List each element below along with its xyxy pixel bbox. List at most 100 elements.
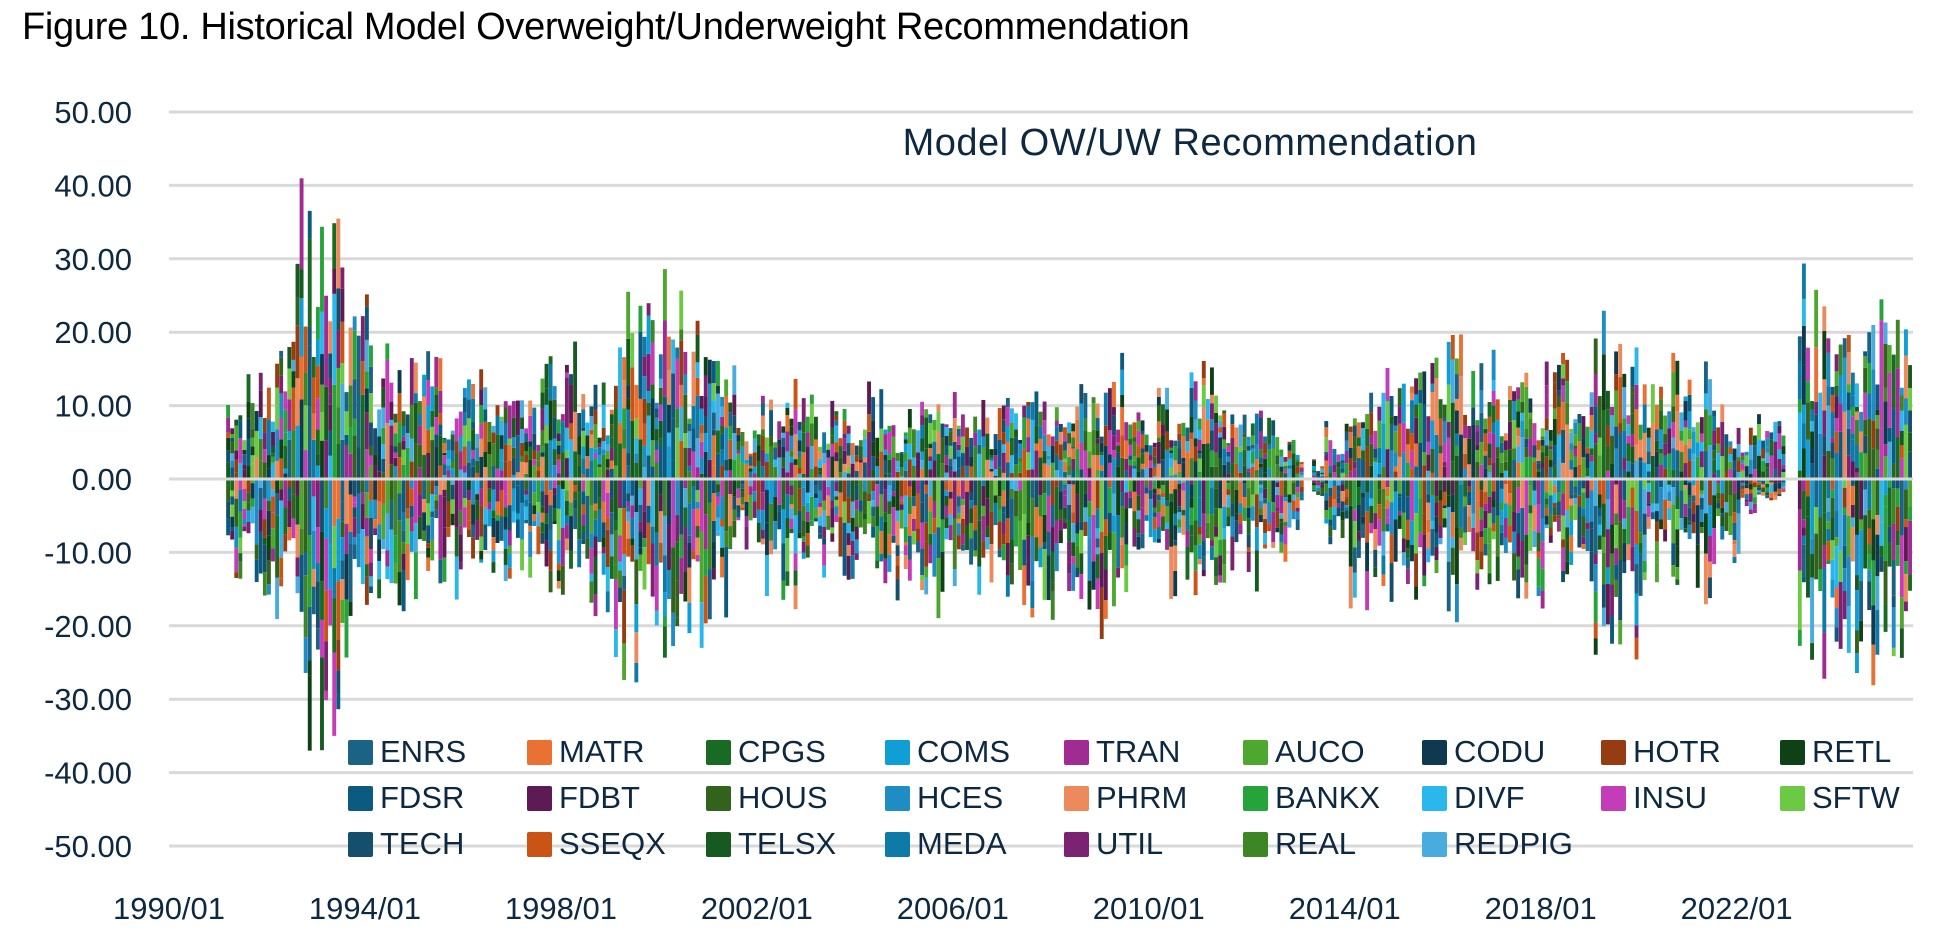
bar-segment-fdsr bbox=[520, 479, 524, 503]
bar-segment-auco bbox=[1846, 384, 1851, 393]
bar-segment-tran bbox=[1263, 453, 1267, 459]
bar-segment-cpgs bbox=[1356, 437, 1361, 446]
bar-segment-enrs bbox=[903, 470, 908, 479]
bar-segment-tech bbox=[1557, 390, 1561, 396]
bar-segment-tran bbox=[854, 500, 859, 510]
bar-segment-retl bbox=[1552, 418, 1557, 446]
month-bar bbox=[658, 354, 663, 563]
month-bar bbox=[1426, 416, 1431, 563]
x-tick-label: 2022/01 bbox=[1681, 891, 1793, 926]
bar-segment-real bbox=[826, 515, 831, 530]
bar-segment-util bbox=[1561, 378, 1565, 386]
bar-segment-meda bbox=[1267, 443, 1272, 450]
bar-segment-bankx bbox=[369, 345, 373, 367]
bar-segment-fdbt bbox=[969, 479, 974, 493]
bar-segment-real bbox=[662, 479, 667, 516]
bar-segment-coms bbox=[1904, 329, 1908, 356]
bar-segment-hous bbox=[1442, 404, 1447, 418]
bar-segment-hous bbox=[389, 464, 394, 479]
bar-segment-divf bbox=[1009, 455, 1014, 474]
bar-segment-divf bbox=[377, 560, 382, 580]
bar-segment-cpgs bbox=[838, 445, 843, 458]
legend-label: PHRM bbox=[1096, 780, 1188, 815]
month-bar bbox=[1634, 347, 1639, 660]
bar-segment-divf bbox=[442, 475, 447, 479]
bar-segment-matr bbox=[1034, 443, 1039, 451]
bar-segment-cpgs bbox=[1161, 404, 1165, 425]
month-bar bbox=[760, 395, 765, 545]
bar-segment-divf bbox=[589, 573, 594, 582]
bar-segment-codu bbox=[250, 483, 255, 499]
bar-segment-real bbox=[434, 387, 439, 395]
bar-segment-real bbox=[299, 528, 304, 555]
bar-segment-auco bbox=[1908, 479, 1912, 507]
bar-segment-enrs bbox=[401, 530, 406, 543]
bar-segment-hous bbox=[413, 443, 418, 479]
bar-segment-enrs bbox=[1246, 471, 1251, 479]
bar-segment-hces bbox=[1430, 383, 1435, 392]
bar-segment-codu bbox=[299, 399, 304, 479]
bar-segment-tech bbox=[352, 479, 357, 497]
bar-segment-sseqx bbox=[1450, 334, 1455, 360]
bar-segment-tran bbox=[311, 479, 316, 497]
bar-segment-tech bbox=[1161, 459, 1165, 479]
bar-segment-hous bbox=[1067, 433, 1072, 444]
bar-segment-real bbox=[760, 429, 765, 436]
bar-segment-meda bbox=[965, 465, 969, 479]
bar-segment-matr bbox=[1332, 499, 1337, 507]
bar-segment-cpgs bbox=[1626, 443, 1631, 462]
bar-segment-bankx bbox=[1001, 544, 1006, 561]
bar-segment-telsx bbox=[920, 438, 925, 452]
bar-segment-tech bbox=[703, 416, 708, 433]
bar-segment-retl bbox=[450, 513, 455, 526]
bar-segment-auco bbox=[773, 442, 778, 448]
bar-segment-redpig bbox=[1238, 424, 1243, 447]
bar-segment-bankx bbox=[1871, 560, 1876, 606]
bar-segment-auco bbox=[969, 523, 974, 539]
bar-segment-hces bbox=[720, 496, 724, 520]
bar-segment-sseqx bbox=[1136, 445, 1141, 458]
bar-segment-fdbt bbox=[1414, 417, 1419, 444]
bar-segment-cpgs bbox=[1638, 542, 1643, 554]
bar-segment-util bbox=[618, 479, 622, 509]
bar-segment-real bbox=[1875, 449, 1880, 469]
month-bar bbox=[887, 425, 892, 572]
bar-segment-real bbox=[858, 511, 863, 528]
month-bar bbox=[781, 426, 786, 600]
bar-segment-hotr bbox=[1422, 465, 1427, 479]
bar-segment-matr bbox=[1356, 445, 1361, 458]
bar-segment-bankx bbox=[1642, 560, 1647, 573]
bar-segment-retl bbox=[275, 479, 280, 494]
bar-segment-sftw bbox=[1904, 424, 1908, 479]
bar-segment-util bbox=[1618, 479, 1623, 522]
bar-segment-hous bbox=[1434, 496, 1439, 503]
bar-segment-divf bbox=[1009, 479, 1014, 489]
bar-segment-phrm bbox=[1859, 431, 1863, 453]
bar-segment-sseqx bbox=[467, 500, 471, 511]
bar-segment-sseqx bbox=[1544, 508, 1549, 516]
bar-segment-hous bbox=[262, 462, 267, 479]
bar-segment-cpgs bbox=[573, 479, 578, 485]
month-bar bbox=[1463, 414, 1467, 545]
bar-segment-cpgs bbox=[1801, 490, 1806, 520]
bar-segment-hous bbox=[1724, 458, 1729, 472]
bar-segment-bankx bbox=[381, 427, 386, 445]
bar-segment-sftw bbox=[242, 500, 247, 509]
bar-segment-hces bbox=[1230, 516, 1235, 537]
bar-segment-hous bbox=[1875, 428, 1880, 450]
bar-segment-tech bbox=[1373, 448, 1378, 458]
bar-segment-fdsr bbox=[948, 442, 953, 446]
bar-segment-matr bbox=[1038, 438, 1043, 458]
bar-segment-real bbox=[724, 531, 729, 547]
bar-segment-insu bbox=[1128, 444, 1133, 456]
bar-segment-auco bbox=[1087, 451, 1092, 469]
bar-segment-fdsr bbox=[1361, 459, 1365, 479]
y-tick-label: -10.00 bbox=[44, 535, 132, 570]
bar-segment-fdbt bbox=[1548, 535, 1553, 543]
bar-segment-redpig bbox=[1165, 387, 1169, 410]
bar-segment-divf bbox=[1426, 548, 1431, 563]
bar-segment-sseqx bbox=[409, 488, 414, 506]
bar-segment-bankx bbox=[622, 408, 627, 429]
bar-segment-enrs bbox=[956, 496, 961, 507]
bar-segment-sseqx bbox=[1463, 453, 1467, 469]
